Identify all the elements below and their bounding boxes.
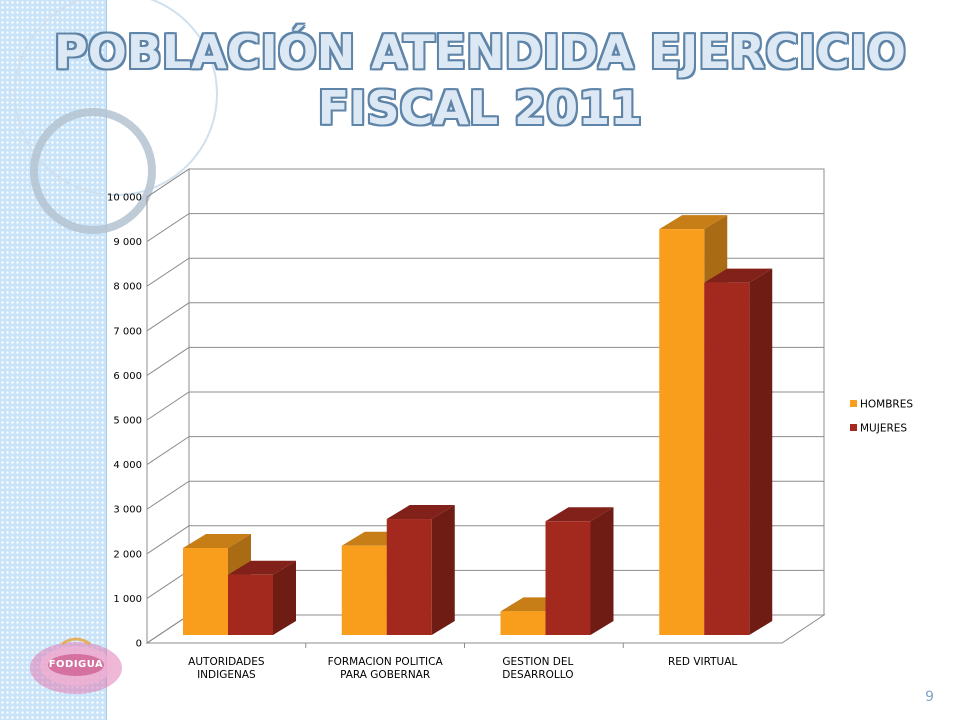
bar-hombres bbox=[341, 545, 387, 635]
y-tick-label: 1 000 bbox=[113, 594, 142, 605]
bar-mujeres bbox=[228, 574, 273, 635]
gridline bbox=[146, 346, 824, 376]
gridline bbox=[146, 391, 824, 421]
bar-hombres bbox=[183, 548, 228, 635]
gridline bbox=[146, 213, 824, 243]
bar-mujeres bbox=[704, 282, 750, 635]
y-tick-label: 3 000 bbox=[113, 505, 142, 516]
y-tick-label: 6 000 bbox=[113, 371, 142, 382]
fodigua-logo: FODIGUA bbox=[26, 636, 126, 698]
x-category-label-line: GESTION DEL bbox=[502, 656, 573, 668]
legend-label-mujeres: MUJERES bbox=[860, 423, 907, 435]
bar-top-mujeres bbox=[704, 268, 773, 283]
bar-side-mujeres bbox=[590, 507, 614, 635]
gridline bbox=[146, 257, 824, 287]
bar-side-mujeres bbox=[273, 560, 296, 635]
bar-top-mujeres bbox=[386, 505, 455, 520]
bar-top-mujeres bbox=[545, 507, 614, 522]
slide-title: POBLACIÓN ATENDIDA EJERCICIO FISCAL 2011 bbox=[54, 25, 906, 135]
y-tick-label: 4 000 bbox=[113, 460, 142, 471]
y-tick-label: 7 000 bbox=[113, 326, 142, 337]
logo-emblem-icon bbox=[30, 637, 122, 694]
gridline bbox=[146, 168, 824, 198]
bar-mujeres bbox=[386, 519, 432, 635]
bar-mujeres bbox=[545, 521, 591, 635]
decorative-ring-small bbox=[30, 108, 156, 234]
x-category-label-line: INDIGENAS bbox=[197, 669, 256, 681]
legend-swatch-mujeres bbox=[850, 424, 857, 431]
x-category-label-line: AUTORIDADES bbox=[188, 656, 265, 668]
legend-swatch-hombres bbox=[850, 400, 857, 407]
legend-label-hombres: HOMBRES bbox=[860, 399, 913, 411]
x-category-label-line: DESARROLLO bbox=[502, 669, 573, 681]
y-tick-label: 10 000 bbox=[107, 193, 142, 204]
bar-hombres bbox=[500, 611, 546, 635]
y-tick-label: 8 000 bbox=[113, 282, 142, 293]
y-tick-label: 5 000 bbox=[113, 416, 142, 427]
page-number: 9 bbox=[925, 689, 934, 705]
bar-top-hombres bbox=[183, 534, 251, 549]
gridline bbox=[146, 302, 824, 332]
x-category-label-line: FORMACION POLITICA bbox=[328, 656, 444, 668]
gridline bbox=[146, 436, 824, 466]
bar-side-mujeres bbox=[749, 268, 773, 635]
x-category-label-line: PARA GOBERNAR bbox=[340, 669, 430, 681]
y-tick-label: 9 000 bbox=[113, 237, 142, 248]
x-category-label: AUTORIDADES INDIGENAS bbox=[188, 656, 265, 681]
logo-text: FODIGUA bbox=[48, 659, 104, 670]
bar-top-mujeres bbox=[228, 560, 296, 575]
bar-top-hombres bbox=[659, 215, 728, 230]
y-tick-label: 0 bbox=[136, 639, 142, 650]
x-category-label: FORMACION POLITICA PARA GOBERNAR bbox=[328, 656, 444, 681]
x-category-label: GESTION DEL DESARROLLO bbox=[502, 656, 573, 681]
x-category-label: RED VIRTUAL bbox=[668, 656, 737, 668]
bar-hombres bbox=[659, 229, 705, 635]
y-tick-label: 2 000 bbox=[113, 549, 142, 560]
x-category-label-line: RED VIRTUAL bbox=[668, 656, 737, 668]
gridline bbox=[146, 480, 824, 510]
bar-side-mujeres bbox=[431, 505, 455, 635]
